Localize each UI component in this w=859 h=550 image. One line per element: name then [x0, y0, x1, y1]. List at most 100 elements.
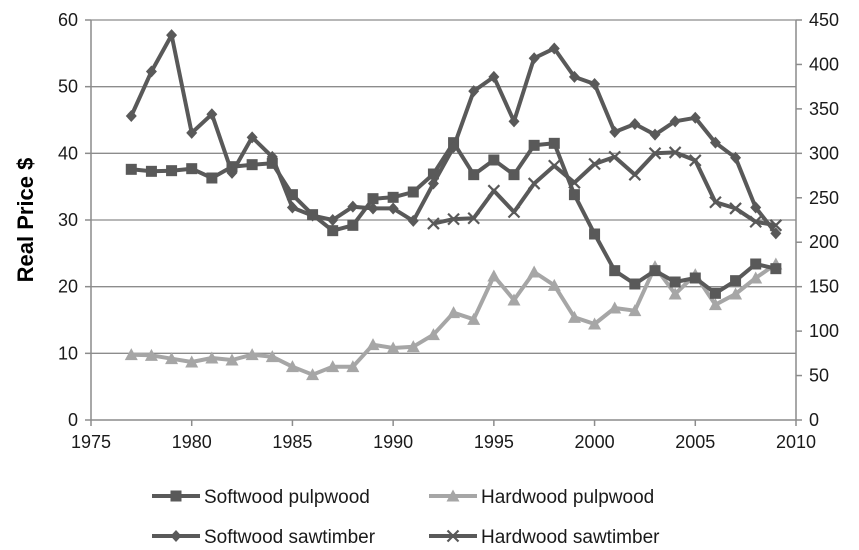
data-point	[628, 168, 642, 181]
data-point	[608, 150, 621, 164]
data-point	[467, 312, 481, 325]
data-point	[669, 115, 681, 128]
y2-tick-label: 300	[809, 143, 839, 163]
data-point	[467, 211, 480, 225]
data-point	[145, 165, 157, 177]
y-tick-label: 0	[68, 410, 78, 430]
series-softwood-sawtimber	[125, 29, 782, 240]
data-point	[689, 111, 701, 124]
data-point	[266, 150, 278, 163]
legend-item: Softwood pulpwood	[152, 487, 370, 508]
grid-lines	[91, 19, 796, 354]
data-point	[366, 338, 380, 351]
data-point	[347, 200, 359, 213]
y2-tick-label: 0	[809, 410, 819, 430]
data-point	[568, 189, 580, 201]
data-point	[286, 201, 298, 214]
data-point	[245, 348, 259, 361]
data-point	[488, 70, 500, 83]
data-point	[387, 202, 399, 215]
data-point	[668, 287, 682, 300]
data-point	[306, 368, 320, 381]
data-point	[649, 265, 661, 277]
legend-label: Softwood pulpwood	[204, 487, 370, 508]
data-point	[709, 136, 721, 149]
data-point	[166, 165, 178, 177]
y2-tick-label: 50	[809, 366, 829, 386]
series-hardwood-sawtimber	[427, 146, 783, 232]
data-point	[770, 227, 782, 240]
data-point	[226, 166, 238, 179]
data-point	[730, 275, 742, 287]
data-point	[750, 201, 762, 214]
legend-swatch-marker	[170, 530, 182, 542]
x-tick-label: 2010	[776, 432, 816, 452]
data-point	[427, 168, 439, 180]
data-point	[387, 191, 399, 203]
data-point	[206, 172, 218, 184]
x-tick-label: 1985	[272, 432, 312, 452]
legend: Softwood pulpwood Hardwood pulpwood Softwo…	[152, 487, 660, 548]
y-tick-label: 10	[58, 343, 78, 363]
data-point	[547, 278, 561, 291]
data-point	[307, 209, 319, 222]
data-point	[246, 131, 258, 144]
x-tick-label: 1975	[71, 432, 111, 452]
data-point	[265, 350, 279, 363]
data-point	[568, 176, 581, 189]
data-point	[689, 272, 701, 284]
data-point	[507, 205, 521, 219]
legend-swatch-marker	[170, 490, 182, 502]
y2-tick-label: 250	[809, 188, 839, 208]
data-point	[226, 161, 238, 173]
x-tick-label: 2000	[575, 432, 615, 452]
data-point	[166, 29, 178, 42]
data-point	[246, 159, 258, 171]
data-point	[669, 276, 681, 288]
data-point	[528, 52, 540, 65]
data-point	[407, 214, 419, 227]
data-point	[286, 189, 298, 201]
data-point	[144, 348, 158, 361]
series-layer	[124, 29, 783, 381]
legend-label: Hardwood sawtimber	[481, 527, 660, 548]
data-point	[327, 214, 339, 226]
x-tick-label: 1990	[373, 432, 413, 452]
data-point	[548, 159, 561, 173]
data-point	[749, 271, 763, 284]
y2-tick-label: 100	[809, 321, 839, 341]
data-point	[125, 163, 137, 175]
data-point	[507, 293, 521, 306]
data-point	[186, 163, 198, 175]
data-point	[628, 304, 642, 317]
y2-tick-label: 400	[809, 54, 839, 74]
legend-item: Softwood sawtimber	[152, 527, 376, 548]
data-point	[346, 360, 360, 373]
data-point	[386, 341, 400, 354]
data-point	[427, 177, 439, 190]
y-tick-label: 60	[58, 10, 78, 30]
data-point	[367, 193, 379, 205]
data-point	[608, 301, 622, 314]
data-point	[185, 355, 199, 368]
data-point	[589, 228, 601, 240]
data-point	[567, 310, 581, 323]
data-point	[508, 115, 520, 128]
y2-tick-label: 150	[809, 277, 839, 297]
data-point	[326, 360, 340, 373]
y2-tick-label: 350	[809, 99, 839, 119]
y-tick-label: 40	[58, 143, 78, 163]
data-point	[609, 265, 621, 277]
data-point	[447, 306, 461, 319]
data-point	[649, 128, 661, 141]
data-point	[729, 287, 743, 300]
data-point	[367, 202, 379, 215]
data-point	[730, 151, 742, 164]
data-point	[427, 217, 440, 230]
data-point	[588, 317, 602, 330]
data-point	[488, 154, 500, 166]
data-point	[709, 287, 721, 299]
data-point	[629, 118, 641, 130]
data-point	[468, 85, 480, 98]
